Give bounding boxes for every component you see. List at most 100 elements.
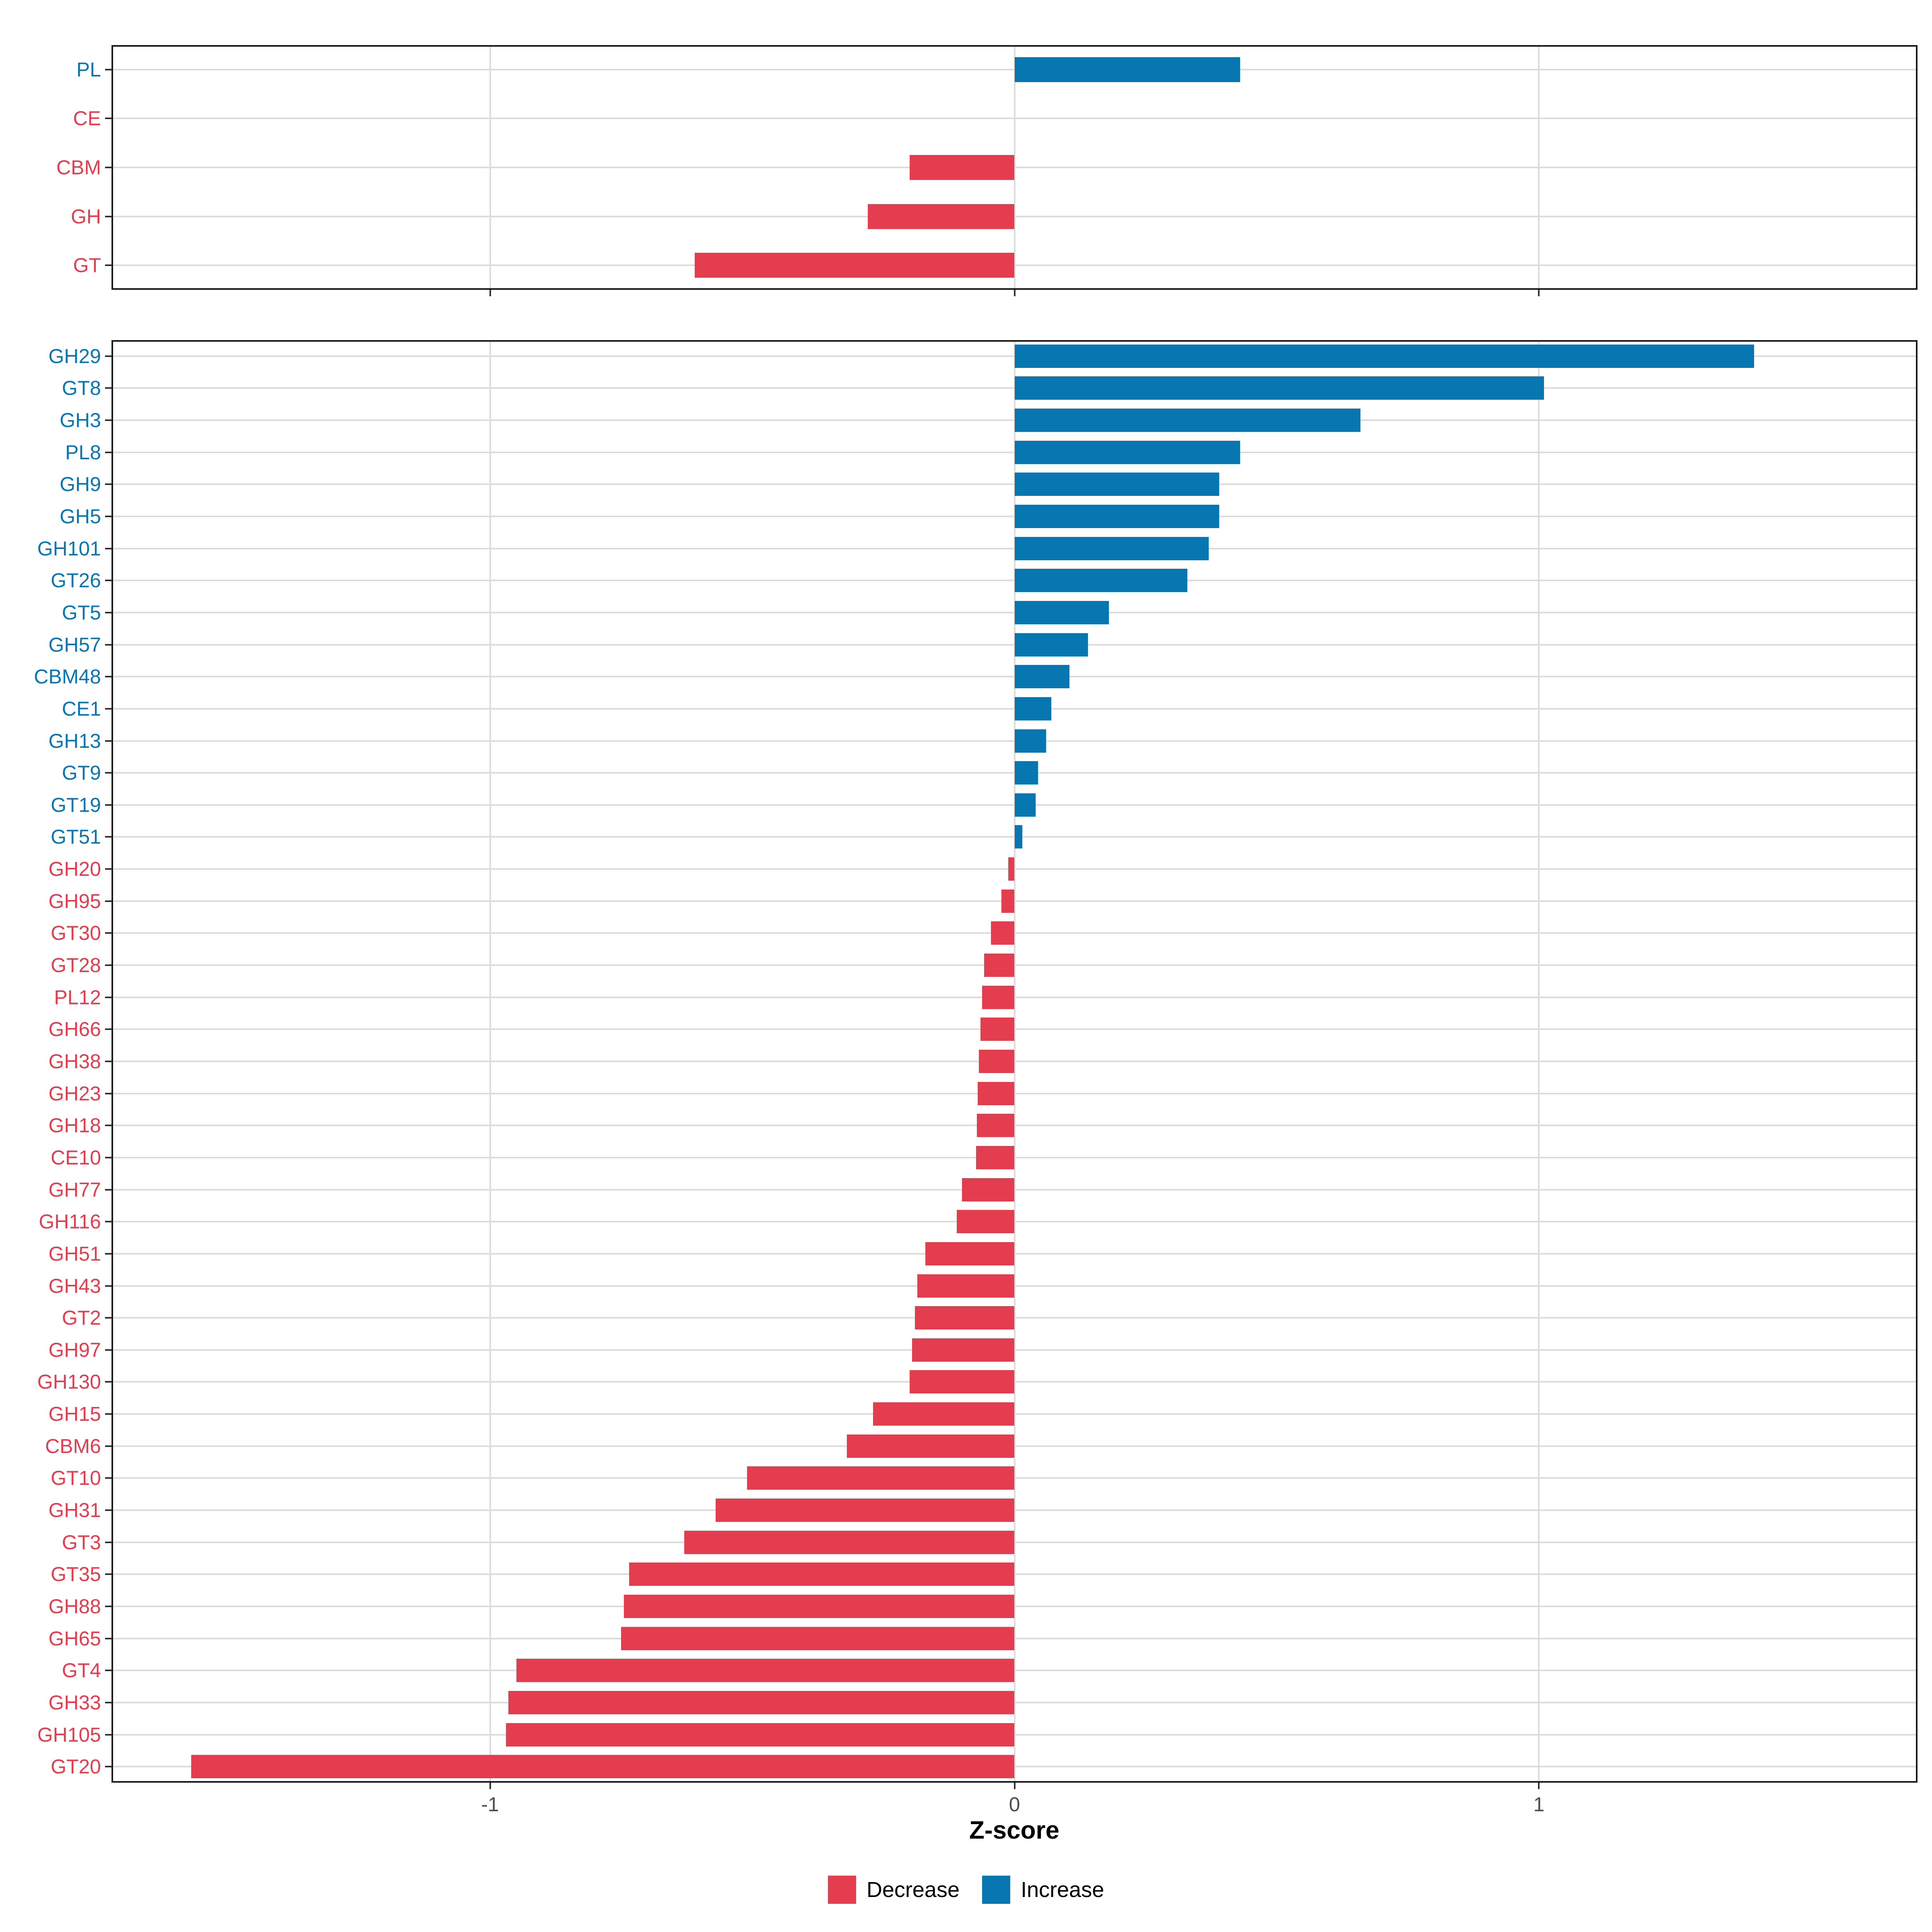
y-axis-label-GH9: GH9	[60, 473, 101, 496]
legend-swatch-decrease-icon	[828, 1876, 856, 1904]
y-axis-tick	[105, 355, 111, 357]
bar-GT51	[1014, 825, 1023, 849]
y-axis-tick	[105, 804, 111, 806]
y-axis-tick	[105, 900, 111, 902]
bar-GT28	[984, 954, 1015, 977]
bar-GT20	[191, 1755, 1015, 1779]
bar-GT26	[1014, 569, 1188, 592]
y-axis-label-GT26: GT26	[50, 569, 101, 592]
x-tick-label--1: -1	[481, 1793, 499, 1816]
y-axis-label-GT2: GT2	[62, 1307, 101, 1329]
legend-label-increase: Increase	[1020, 1878, 1104, 1902]
bar-GT5	[1014, 601, 1109, 624]
x-axis-tick	[1538, 1783, 1540, 1789]
bar-GT3	[684, 1530, 1015, 1554]
y-axis-label-GH65: GH65	[48, 1627, 101, 1650]
bar-CBM48	[1014, 665, 1070, 689]
legend-label-decrease: Decrease	[866, 1878, 960, 1902]
bar-GH33	[508, 1690, 1015, 1714]
bar-GH77	[962, 1178, 1015, 1201]
y-axis-tick	[105, 1028, 111, 1030]
y-axis-label-GT20: GT20	[50, 1755, 101, 1778]
y-axis-tick	[105, 1349, 111, 1351]
y-axis-label-GH101: GH101	[37, 537, 101, 560]
y-axis-label-GH: GH	[71, 205, 101, 228]
bar-GH116	[957, 1210, 1015, 1234]
y-axis-label-GH105: GH105	[37, 1723, 101, 1746]
y-axis-tick	[105, 516, 111, 518]
y-axis-label-GT28: GT28	[50, 954, 101, 977]
gridline-vertical	[1538, 340, 1540, 1783]
bar-GH88	[623, 1594, 1015, 1618]
bar-PL12	[982, 985, 1015, 1009]
y-axis-tick	[105, 68, 111, 70]
y-axis-label-CBM48: CBM48	[34, 665, 101, 688]
y-axis-tick	[105, 264, 111, 266]
bar-GT9	[1014, 761, 1038, 785]
bar-GH13	[1014, 729, 1046, 753]
bar-CBM	[909, 155, 1015, 180]
y-axis-label-GH31: GH31	[48, 1499, 101, 1522]
y-axis-label-GT30: GT30	[50, 922, 101, 945]
y-axis-label-GT: GT	[73, 254, 101, 277]
y-axis-label-PL: PL	[76, 58, 101, 81]
bar-GT4	[516, 1659, 1015, 1682]
bar-GH101	[1014, 537, 1209, 560]
x-axis-tick	[1538, 290, 1540, 296]
y-axis-tick	[105, 547, 111, 549]
bar-GH51	[925, 1242, 1015, 1265]
y-axis-tick	[105, 611, 111, 613]
y-axis-tick	[105, 1125, 111, 1127]
y-axis-tick	[105, 483, 111, 485]
bar-GH105	[506, 1723, 1015, 1746]
y-axis-tick	[105, 419, 111, 421]
y-axis-tick	[105, 772, 111, 774]
bar-GH3	[1014, 409, 1361, 432]
y-axis-tick	[105, 1509, 111, 1511]
y-axis-label-PL8: PL8	[65, 441, 101, 464]
y-axis-label-GH97: GH97	[48, 1338, 101, 1361]
y-axis-tick	[105, 1253, 111, 1255]
legend-entry-decrease: Decrease	[828, 1876, 960, 1904]
x-axis-title: Z-score	[969, 1816, 1059, 1844]
y-axis-label-GH116: GH116	[39, 1210, 101, 1233]
y-axis-label-GH15: GH15	[48, 1403, 101, 1426]
y-axis-label-GH23: GH23	[48, 1082, 101, 1105]
y-axis-tick	[105, 1573, 111, 1575]
y-axis-label-GT8: GT8	[62, 377, 101, 400]
bar-GH57	[1014, 633, 1088, 656]
bar-GH97	[912, 1338, 1015, 1362]
y-axis-tick	[105, 996, 111, 998]
y-axis-tick	[105, 387, 111, 389]
bar-GT8	[1014, 376, 1544, 400]
y-axis-label-GH13: GH13	[48, 729, 101, 752]
y-axis-tick	[105, 1285, 111, 1287]
y-axis-tick	[105, 215, 111, 217]
y-axis-label-GT9: GT9	[62, 762, 101, 784]
legend: Decrease Increase	[828, 1876, 1104, 1904]
y-axis-label-GH130: GH130	[37, 1371, 101, 1393]
y-axis-label-CE1: CE1	[62, 697, 101, 720]
y-axis-tick	[105, 644, 111, 646]
bar-GH5	[1014, 505, 1219, 528]
y-axis-label-GH77: GH77	[48, 1178, 101, 1201]
bar-GH18	[976, 1114, 1015, 1137]
y-axis-tick	[105, 1766, 111, 1768]
y-axis-label-CBM6: CBM6	[45, 1435, 101, 1457]
y-axis-tick	[105, 1156, 111, 1158]
bar-GH15	[873, 1402, 1015, 1426]
bar-GH23	[978, 1082, 1015, 1105]
y-axis-label-CE10: CE10	[50, 1146, 101, 1169]
y-axis-tick	[105, 118, 111, 120]
gridline-vertical	[1013, 45, 1016, 290]
y-axis-tick	[105, 1734, 111, 1736]
gridline-vertical	[1538, 45, 1540, 290]
gridline-vertical	[489, 340, 491, 1783]
y-axis-label-GT4: GT4	[62, 1659, 101, 1682]
y-axis-tick	[105, 1413, 111, 1415]
gridline-vertical	[1013, 340, 1016, 1783]
y-axis-tick	[105, 1221, 111, 1223]
y-axis-tick	[105, 1445, 111, 1447]
y-axis-label-GH29: GH29	[48, 345, 101, 367]
